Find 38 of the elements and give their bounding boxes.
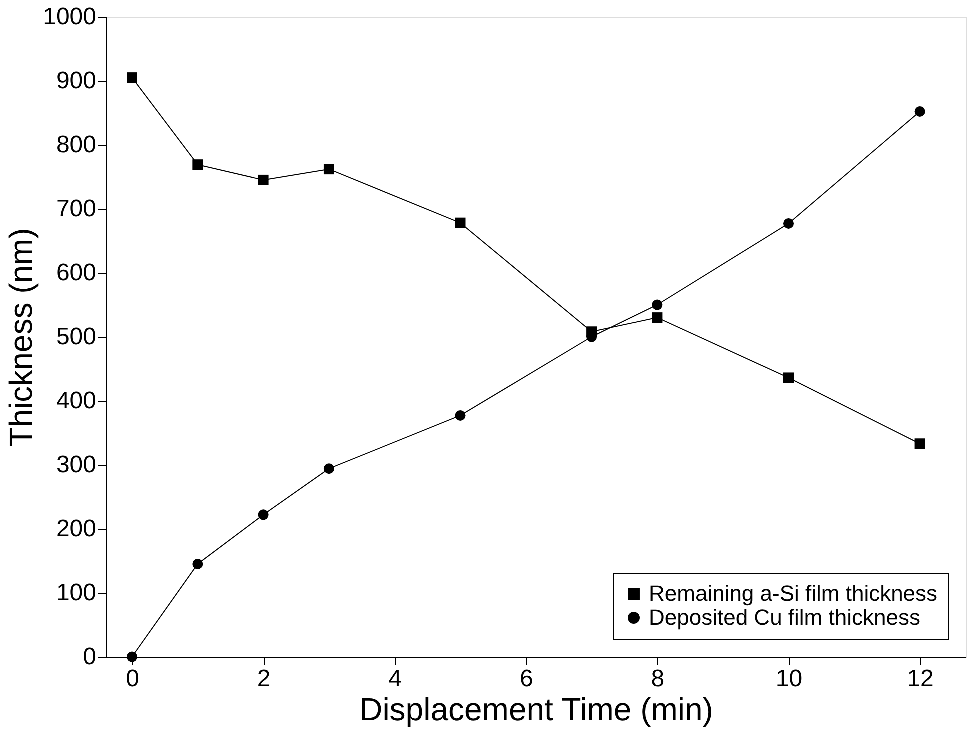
- point: [784, 218, 794, 229]
- y-tick-label: 700: [56, 196, 96, 222]
- point: [127, 652, 138, 662]
- y-tick-label: 800: [56, 132, 96, 158]
- point: [258, 510, 269, 520]
- y-axis-title: Thickness (nm): [3, 228, 40, 447]
- y-tick-label: 0: [83, 644, 96, 670]
- point: [127, 72, 138, 84]
- point: [258, 174, 269, 186]
- point: [455, 218, 466, 228]
- y-tick-label: 600: [56, 260, 96, 286]
- legend-label: Remaining a-Si film thickness: [649, 581, 938, 606]
- legend-label: Deposited Cu film thickness: [649, 605, 920, 630]
- x-tick-label: 8: [651, 666, 665, 692]
- point: [455, 410, 466, 421]
- x-tick-label: 2: [257, 666, 271, 692]
- point: [914, 106, 926, 117]
- point: [192, 558, 204, 570]
- y-tick-label: 900: [56, 68, 96, 94]
- point: [324, 464, 334, 474]
- point: [652, 300, 663, 310]
- x-tick-label: 4: [388, 666, 402, 692]
- x-tick-label: 6: [520, 666, 534, 692]
- x-tick-label: 10: [776, 666, 803, 692]
- y-tick-label: 100: [56, 580, 96, 606]
- x-axis-title: Displacement Time (min): [360, 692, 714, 728]
- y-tick-label: 400: [56, 388, 96, 414]
- y-tick-label: 200: [56, 516, 96, 542]
- x-tick-label: 0: [126, 666, 140, 692]
- y-tick-label: 1000: [43, 4, 96, 30]
- point: [914, 438, 926, 450]
- point: [324, 164, 334, 175]
- y-tick-label: 300: [56, 452, 96, 478]
- point: [784, 372, 794, 384]
- point: [192, 160, 204, 170]
- point: [652, 312, 663, 324]
- y-tick-label: 500: [56, 324, 96, 350]
- x-tick-label: 12: [907, 666, 934, 692]
